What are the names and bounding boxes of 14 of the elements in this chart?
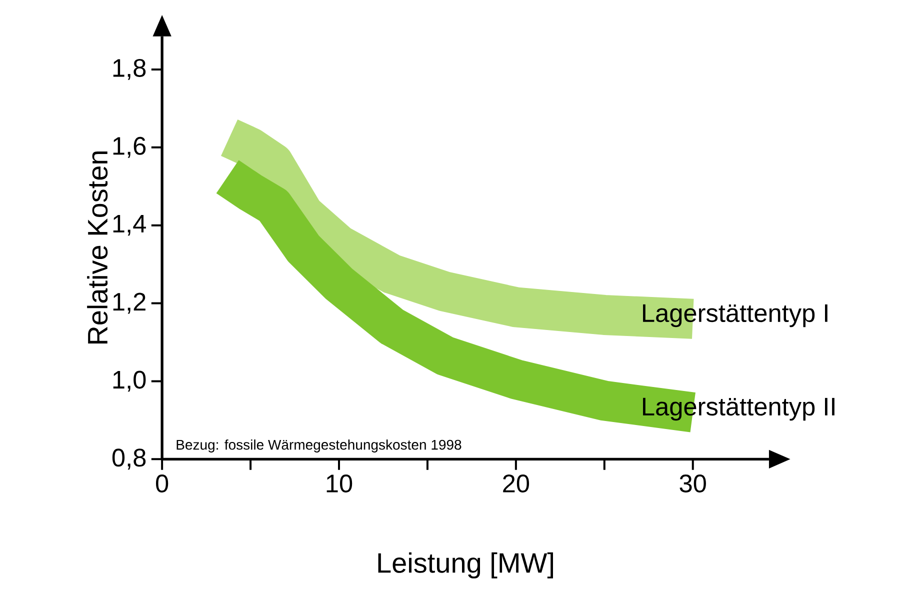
x-tick-label: 10 xyxy=(326,474,352,492)
y-tick-label: 1,8 xyxy=(113,58,146,80)
y-tick-label: 1,6 xyxy=(113,136,146,158)
annotation: Bezug: fossile Wärmegestehungskosten 1998 xyxy=(176,439,462,452)
y-tick-label: 1,2 xyxy=(113,292,146,314)
x-tick-label: 20 xyxy=(503,474,530,492)
y-tick-label: 1,0 xyxy=(113,370,146,392)
series-label: Lagerstättentyp I xyxy=(643,304,828,327)
x-tick-label: 0 xyxy=(156,474,168,492)
x-tick-label: 30 xyxy=(680,474,706,492)
y-tick-label: 0,8 xyxy=(112,448,146,470)
x-axis-title: Leistung [MW] xyxy=(378,552,553,578)
y-axis-title: Relative Kosten xyxy=(87,151,108,344)
y-tick-label: 1,4 xyxy=(113,214,146,236)
